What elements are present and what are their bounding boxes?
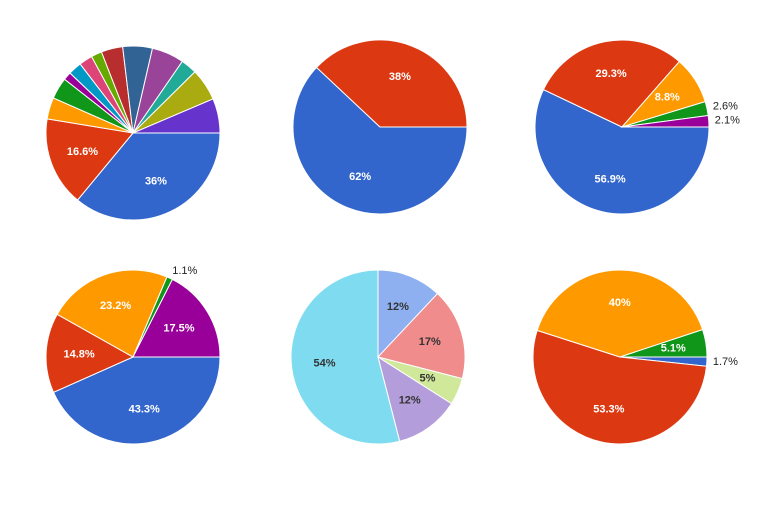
pie-slice — [45, 313, 135, 393]
data-label: 17.5% — [163, 323, 194, 335]
data-label: 54% — [313, 358, 335, 370]
data-label: 17% — [419, 336, 441, 348]
pie-slice — [377, 292, 466, 380]
data-label: 36% — [145, 176, 167, 188]
pie-slice — [76, 132, 221, 221]
data-label: 14.8% — [64, 348, 95, 360]
pie-slice — [56, 269, 168, 358]
pie-slice — [315, 39, 468, 128]
data-label: 56.9% — [595, 174, 626, 186]
data-label: 29.3% — [596, 68, 627, 80]
data-label: 12% — [399, 395, 421, 407]
pie-slice — [132, 278, 221, 358]
pie-slice — [542, 39, 681, 128]
data-label: 12% — [387, 301, 409, 313]
data-label: 2.6% — [713, 101, 738, 113]
data-label: 2.1% — [715, 115, 740, 127]
pie-slice — [377, 355, 453, 442]
pie-slice — [536, 269, 704, 358]
pie-slice — [292, 66, 468, 215]
pie-slice — [45, 118, 134, 201]
data-label: 38% — [389, 71, 411, 83]
data-label: 53.3% — [593, 404, 624, 416]
data-label: 23.2% — [100, 300, 131, 312]
data-label: 8.8% — [655, 92, 680, 104]
data-label: 5% — [420, 372, 436, 384]
data-label: 40% — [609, 297, 631, 309]
pie-slice — [377, 269, 439, 359]
data-label: 16.6% — [67, 146, 98, 158]
data-label: 43.3% — [129, 404, 160, 416]
pie-slice — [132, 98, 221, 134]
pie-slice — [621, 114, 710, 128]
data-label: 62% — [349, 171, 371, 183]
data-label: 1.1% — [172, 265, 197, 277]
pie-slice — [290, 269, 401, 445]
pie-slice — [532, 329, 708, 445]
pie-slice — [619, 328, 708, 358]
data-label: 5.1% — [661, 342, 686, 354]
data-label: 1.7% — [713, 356, 738, 368]
pie-slice — [534, 88, 710, 215]
pie-slice — [52, 356, 221, 445]
